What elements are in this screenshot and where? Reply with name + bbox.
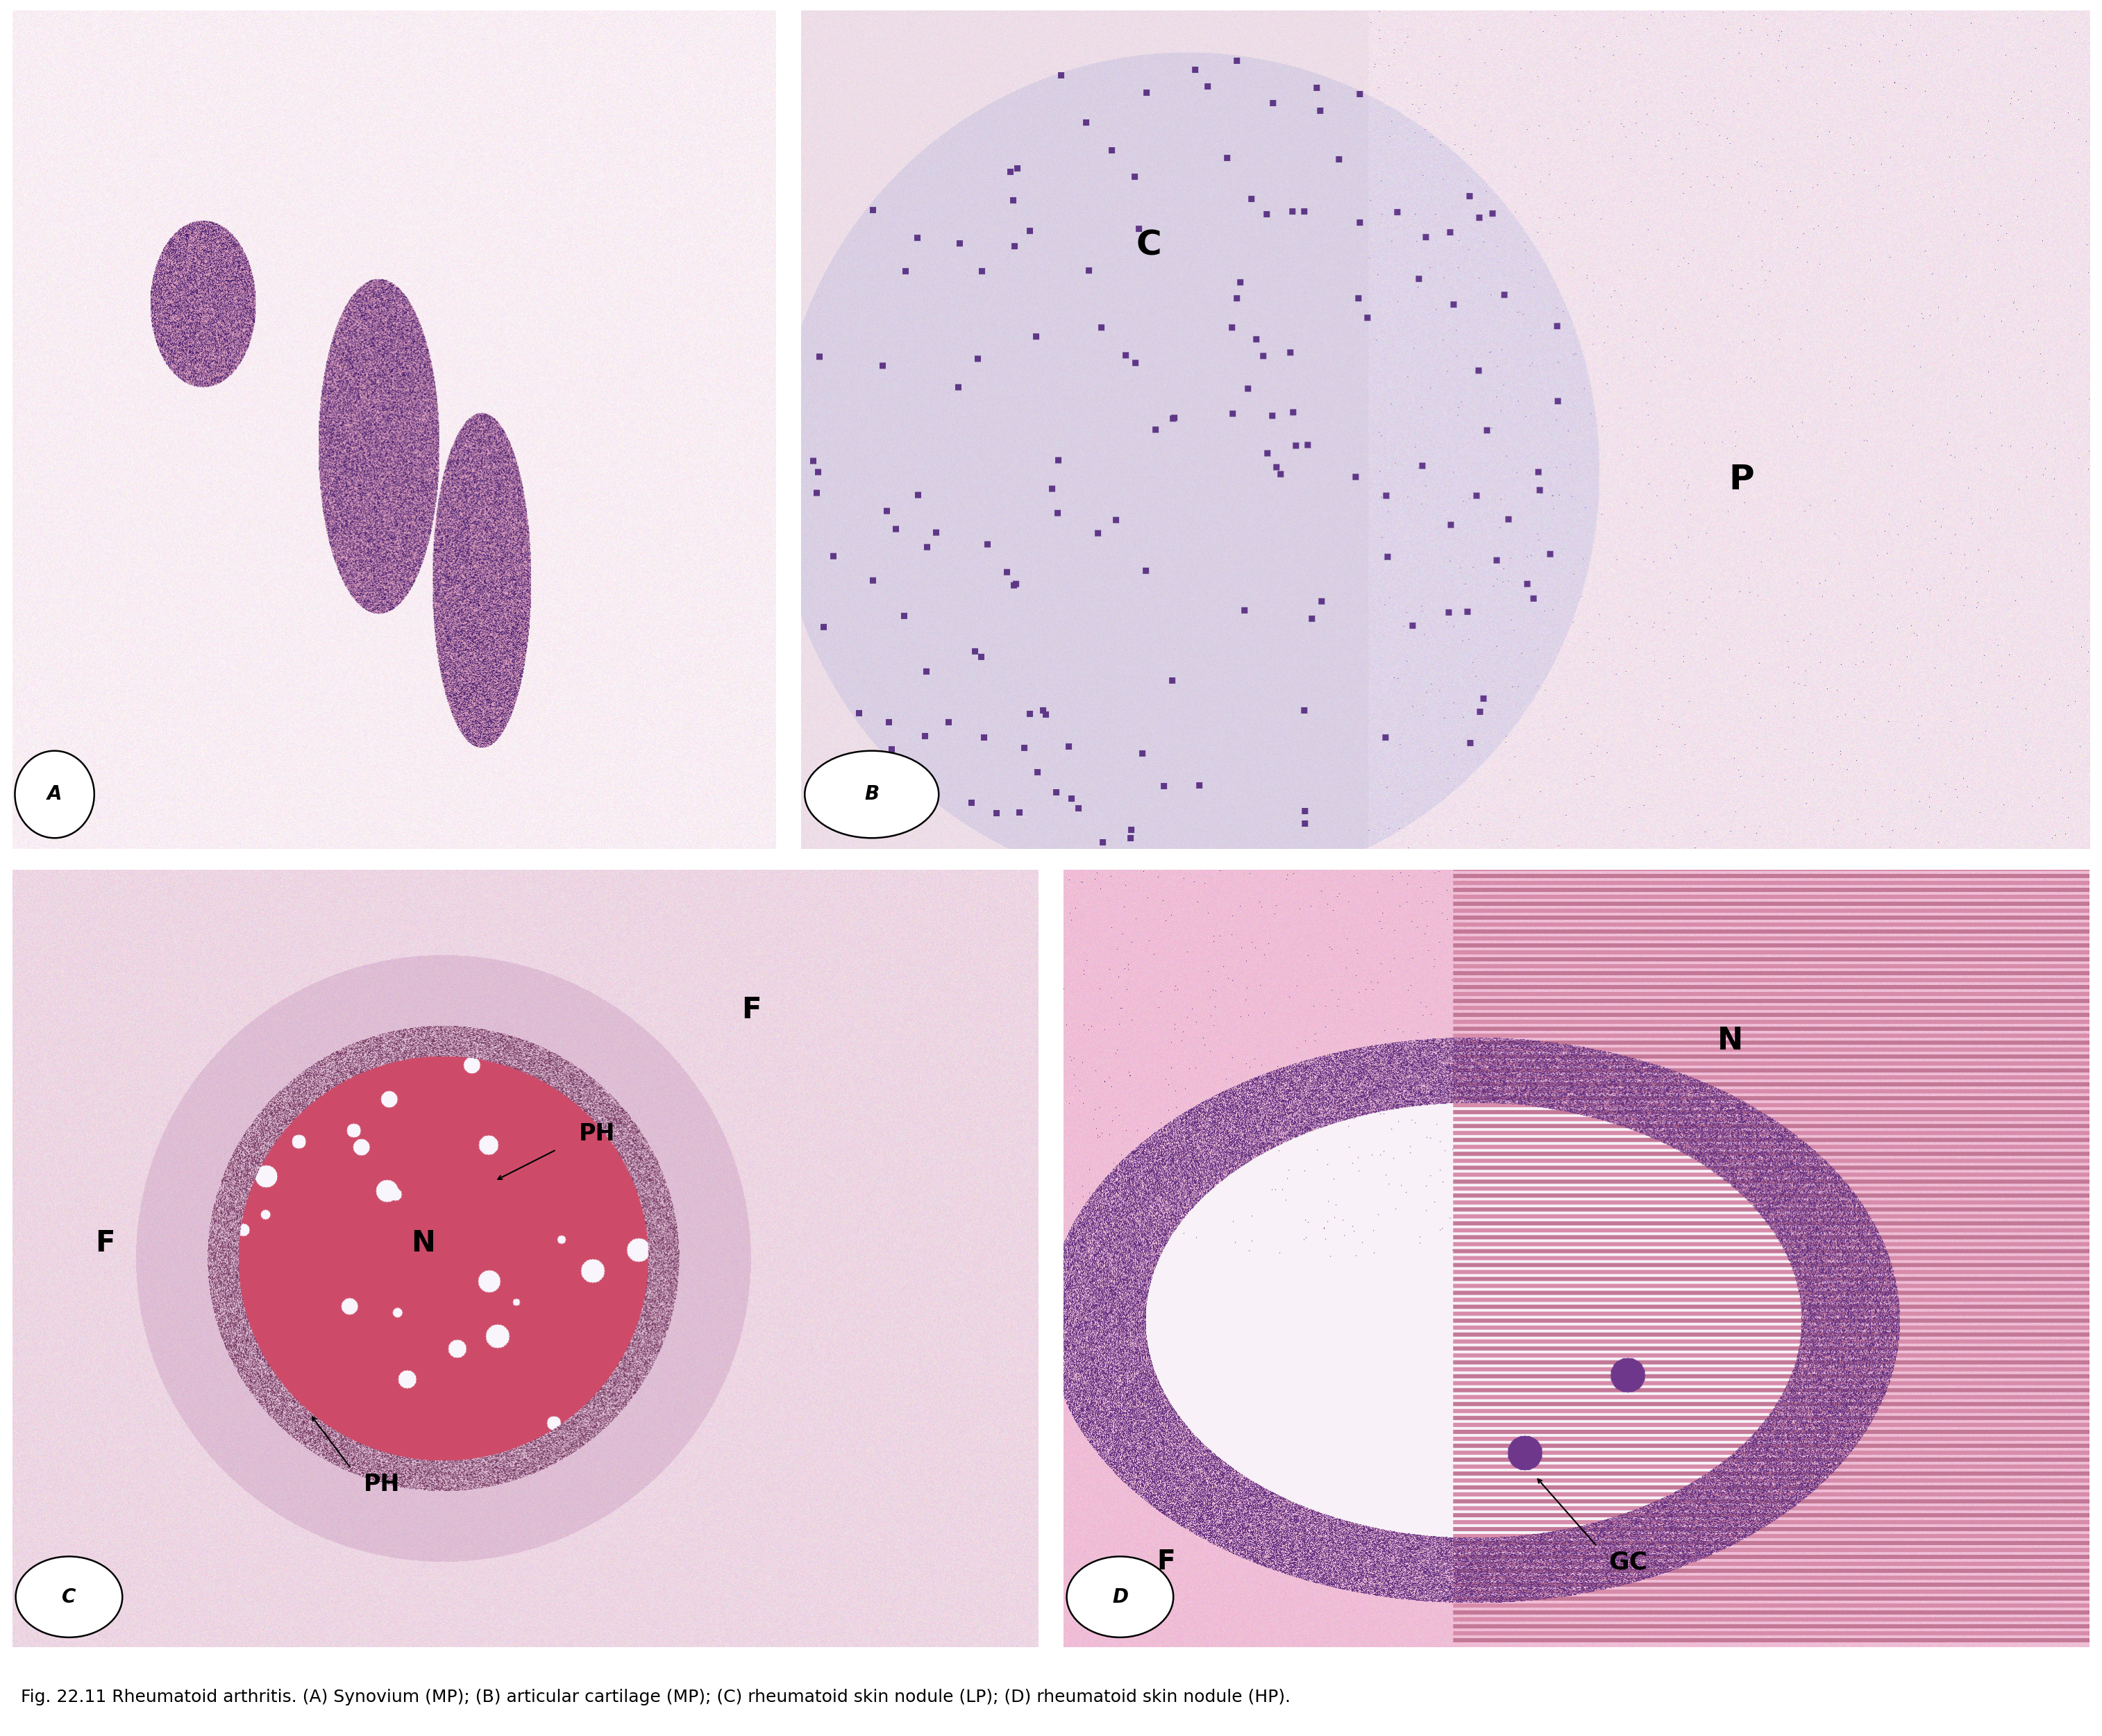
Circle shape xyxy=(15,1557,122,1637)
Text: PH: PH xyxy=(578,1123,616,1146)
Text: C: C xyxy=(61,1587,76,1606)
Text: F: F xyxy=(1156,1549,1175,1575)
Text: D: D xyxy=(1112,1587,1129,1606)
Text: C: C xyxy=(1135,229,1162,262)
Text: B: B xyxy=(864,785,879,804)
Text: F: F xyxy=(95,1229,116,1257)
Text: F: F xyxy=(742,995,761,1024)
Text: Fig. 22.11 Rheumatoid arthritis. (A) Synovium (MP); (B) articular cartilage (MP): Fig. 22.11 Rheumatoid arthritis. (A) Syn… xyxy=(21,1689,1291,1705)
Text: GC: GC xyxy=(1608,1550,1648,1575)
Circle shape xyxy=(15,750,95,838)
Text: N: N xyxy=(410,1229,435,1257)
Text: P: P xyxy=(1728,464,1755,496)
Text: PH: PH xyxy=(364,1472,399,1496)
Circle shape xyxy=(805,750,940,838)
Text: A: A xyxy=(46,785,63,804)
Text: N: N xyxy=(1717,1026,1743,1055)
Circle shape xyxy=(1066,1557,1173,1637)
